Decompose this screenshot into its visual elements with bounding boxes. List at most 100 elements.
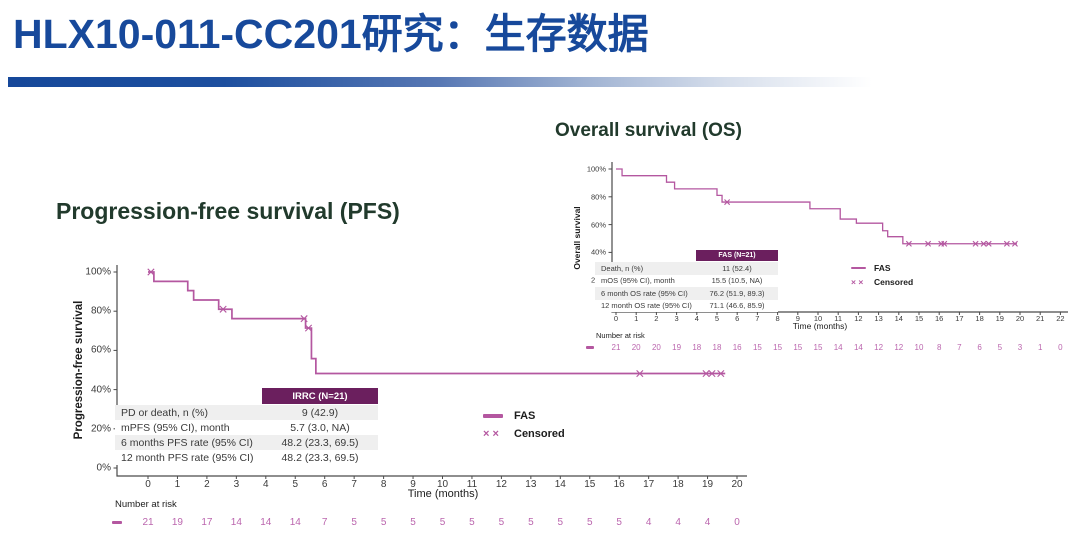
os-table-row-value: 71.1 (46.6, 85.9) [709,301,765,311]
pfs-at-risk-value: 5 [351,517,357,528]
pfs-x-tick-label: 6 [321,479,328,490]
os-y-tick-label: 40% [590,247,606,257]
os-at-risk-value: 21 [611,343,621,352]
os-table-row-label: Death, n (%) [601,263,644,273]
pfs-table-row-label: mPFS (95% CI), month [121,421,230,434]
pfs-at-risk-value: 5 [439,517,446,528]
os-at-risk-value: 14 [833,343,843,352]
os-at-risk-value: 20 [631,343,641,352]
pfs-x-tick-label: 4 [263,479,269,490]
fas-line-swatch-icon [483,414,503,418]
os-number-at-risk-label: Number at risk [596,331,645,340]
os-y-tick-label: 100% [586,164,606,174]
pfs-table-header: IRRC (N=21) [262,388,378,404]
os-at-risk-value: 15 [773,343,783,352]
os-at-risk-value: 7 [957,343,962,352]
pfs-x-tick-label: 9 [410,479,416,490]
pfs-legend-fas-row: FAS [483,410,565,422]
os-table-row: 6 month OS rate (95% CI) 76.2 (51.9, 89.3… [595,287,778,300]
pfs-at-risk-value: 5 [498,517,505,528]
os-censor-marks [724,199,1018,247]
os-x-tick-label: 6 [735,314,740,323]
os-x-tick-label: 13 [874,314,883,323]
pfs-censor-marks [147,268,725,378]
pfs-number-at-risk-label: Number at risk [115,499,177,510]
os-x-tick-label: 19 [995,314,1004,323]
os-legend-censored-label: Censored [874,277,914,287]
pfs-table-row-value: 48.2 (23.3, 69.5) [281,451,359,464]
pfs-at-risk-value: 21 [142,517,154,528]
page-title: HLX10-011-CC201研究：生存数据 [13,11,649,57]
pfs-legend-censored-row: × × Censored [483,428,565,440]
pfs-at-risk-value: 5 [586,517,593,528]
pfs-x-tick-label: 18 [672,479,684,490]
pfs-at-risk-value: 5 [616,517,622,528]
pfs-at-risk-value: 7 [321,517,328,528]
os-x-tick-label: 10 [813,314,823,323]
os-x-tick-label: 9 [795,314,800,323]
os-x-tick-label: 4 [694,314,699,323]
os-at-risk-value: 15 [813,343,823,352]
pfs-x-tick-label: 0 [145,479,151,490]
pfs-axes [116,265,747,477]
pfs-x-tick-label: 10 [436,479,449,490]
os-x-axis-label: Time (months) [792,321,848,331]
os-x-tick-label: 5 [714,314,720,323]
pfs-km-curve [148,271,726,375]
os-x-tick-label: 12 [854,314,863,323]
os-at-risk-value: 16 [732,343,742,352]
os-table-header: FAS (N=21) [696,250,778,261]
os-at-risk-value: 8 [936,343,942,352]
title-divider [8,77,908,87]
pfs-x-tick-label: 17 [643,479,655,490]
pfs-at-risk-value: 5 [557,517,564,528]
pfs-x-tick-label: 12 [495,479,507,490]
pfs-at-risk-value: 17 [201,517,213,528]
fas-line-swatch-icon [851,266,866,270]
os-table-row-value: 11 (52.4) [722,263,752,273]
os-at-risk-value: 5 [997,343,1003,352]
pfs-x-tick-label: 20 [731,479,743,490]
pfs-x-tick-label: 13 [525,479,537,490]
os-table-row: 12 month OS rate (95% CI) 71.1 (46.6, 85.… [595,299,778,312]
censored-cross-icon: × × [483,428,499,440]
pfs-at-risk-value: 5 [528,517,534,528]
os-x-tick-label: 7 [755,314,760,323]
pfs-y-tick-label: 100% [85,266,111,278]
pfs-table-row: 6 months PFS rate (95% CI) 48.2 (23.3, 69… [115,435,378,450]
os-at-risk-value: 15 [793,343,803,352]
os-x-tick-label: 1 [634,314,639,323]
os-axes [611,162,1068,313]
pfs-at-risk-value: 19 [171,517,183,528]
os-chart: Overall survival (OS) Overall survival T… [550,113,1080,368]
os-at-risk-value: 18 [692,343,702,352]
os-x-tick-label: 21 [1036,314,1045,323]
os-x-tick-label: 2 [654,314,659,323]
os-legend-fas-row: FAS [851,263,913,273]
os-table-row-value: 15.5 (10.5, NA) [711,276,763,286]
os-x-tick-label: 14 [894,314,903,323]
pfs-at-risk-value: 5 [410,517,416,528]
pfs-y-tick-label: 20% [90,423,111,435]
pfs-legend: FAS × × Censored [483,410,565,440]
pfs-at-risk-series-marker [112,521,122,524]
pfs-table-row-value: 48.2 (23.3, 69.5) [281,436,359,449]
os-at-risk-value: 3 [1017,343,1023,352]
os-table-row-value: 76.2 (51.9, 89.3) [709,288,765,298]
pfs-x-tick-label: 3 [233,479,240,490]
pfs-x-tick-label: 2 [204,479,210,490]
pfs-y-tick-label: 0% [96,462,111,474]
pfs-y-tick-label: 80% [90,305,111,317]
os-x-tick-label: 17 [955,314,964,323]
pfs-y-tick-label: 60% [90,344,111,356]
os-at-risk-value: 15 [752,343,762,352]
pfs-y-tick-label: 40% [90,384,111,396]
pfs-table-row: 12 month PFS rate (95% CI) 48.2 (23.3, 69… [115,450,378,465]
os-table-row-label: 6 month OS rate (95% CI) [601,288,688,298]
os-x-tick-label: 15 [914,314,924,323]
pfs-table-row-label: 6 months PFS rate (95% CI) [121,436,253,449]
os-table-row-label: 12 month OS rate (95% CI) [601,301,692,311]
os-y-tick-label: 80% [590,192,606,202]
os-table-row: Death, n (%) 11 (52.4) [595,262,778,275]
pfs-at-risk-value: 5 [469,517,475,528]
